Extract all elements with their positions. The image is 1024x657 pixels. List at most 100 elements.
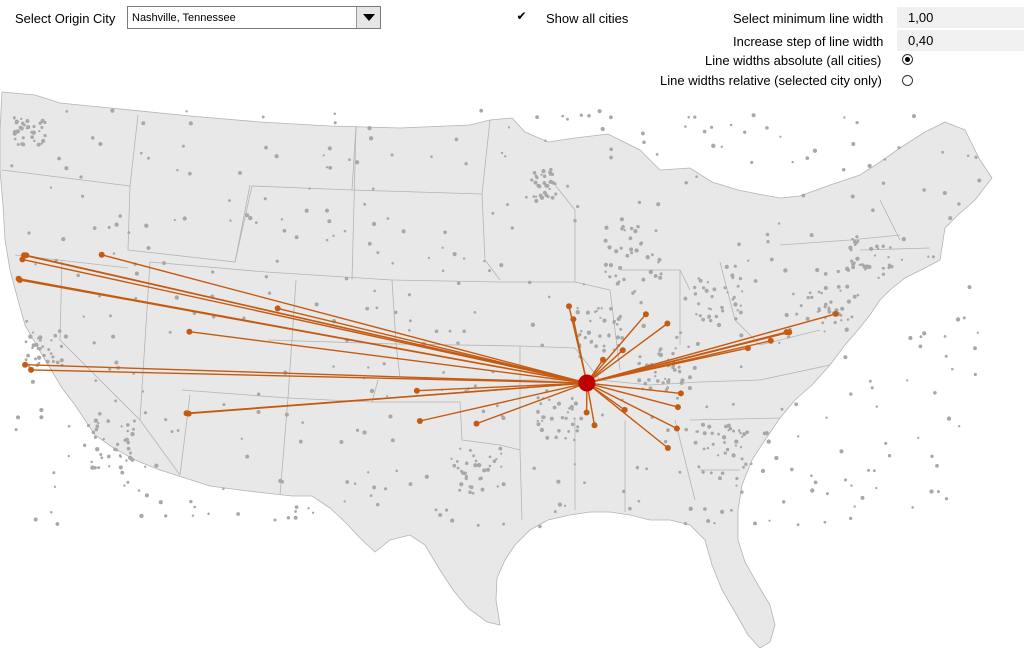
dropdown-button[interactable] bbox=[356, 7, 380, 28]
route-line bbox=[586, 347, 749, 384]
line-widths-relative-label: Line widths relative (selected city only… bbox=[660, 73, 882, 88]
city-dot bbox=[324, 208, 330, 213]
destination-city-marker[interactable] bbox=[185, 410, 192, 417]
min-line-width-input[interactable]: 1,00 bbox=[897, 7, 1024, 28]
line-width-step-input[interactable]: 0,40 bbox=[897, 30, 1024, 51]
city-dot bbox=[556, 401, 562, 406]
destination-city-marker[interactable] bbox=[673, 425, 680, 432]
city-dot bbox=[143, 411, 148, 415]
city-dot bbox=[36, 142, 41, 147]
destination-city-marker[interactable] bbox=[767, 337, 774, 344]
city-dot bbox=[791, 160, 794, 164]
city-dot bbox=[829, 300, 833, 304]
city-dot bbox=[408, 482, 413, 487]
city-dot bbox=[738, 310, 743, 315]
destination-city-marker[interactable] bbox=[28, 366, 35, 373]
city-dot bbox=[367, 241, 372, 246]
city-dot bbox=[723, 286, 727, 290]
city-dot bbox=[813, 480, 818, 485]
destination-city-marker[interactable] bbox=[642, 311, 649, 318]
city-dot bbox=[614, 249, 619, 254]
city-dot bbox=[441, 246, 444, 249]
city-dot bbox=[119, 455, 122, 458]
city-dot bbox=[441, 269, 445, 273]
city-dot bbox=[881, 272, 886, 276]
city-dot bbox=[608, 275, 612, 279]
city-dot bbox=[566, 117, 569, 121]
city-dot bbox=[703, 507, 707, 511]
destination-city-marker[interactable] bbox=[583, 409, 590, 416]
city-dot bbox=[645, 255, 650, 260]
origin-city-select[interactable]: Nashville, Tennessee bbox=[127, 6, 381, 29]
destination-city-marker[interactable] bbox=[832, 310, 839, 317]
destination-city-marker[interactable] bbox=[786, 329, 793, 336]
origin-city-marker[interactable] bbox=[578, 374, 596, 392]
show-all-cities-label: Show all cities bbox=[546, 11, 629, 26]
city-dot bbox=[557, 502, 563, 507]
city-dot bbox=[575, 310, 580, 315]
city-dot bbox=[495, 404, 499, 408]
city-dot bbox=[720, 309, 725, 313]
city-dot bbox=[31, 346, 34, 350]
city-dot bbox=[687, 115, 690, 119]
destination-city-marker[interactable] bbox=[98, 251, 105, 258]
destination-city-marker[interactable] bbox=[19, 256, 26, 263]
line-widths-absolute-radio[interactable] bbox=[902, 54, 913, 65]
city-dot bbox=[164, 418, 168, 422]
destination-city-marker[interactable] bbox=[416, 418, 423, 424]
city-dot bbox=[867, 468, 870, 472]
destination-city-marker[interactable] bbox=[619, 347, 626, 354]
destination-city-marker[interactable] bbox=[591, 422, 598, 429]
city-dot bbox=[16, 143, 20, 146]
destination-city-marker[interactable] bbox=[186, 328, 193, 335]
show-all-cities-checkbox[interactable]: ✔ bbox=[516, 9, 527, 23]
city-dot bbox=[747, 259, 750, 262]
city-dot bbox=[50, 510, 53, 514]
city-dot bbox=[174, 295, 179, 300]
city-dot bbox=[481, 409, 486, 414]
destination-city-marker[interactable] bbox=[674, 404, 681, 411]
city-dot bbox=[739, 333, 744, 338]
city-dot bbox=[825, 492, 829, 496]
city-dot bbox=[695, 175, 698, 179]
city-dot bbox=[92, 341, 96, 345]
city-dot bbox=[473, 311, 477, 314]
line-widths-relative-radio[interactable] bbox=[902, 75, 913, 86]
city-dot bbox=[107, 225, 111, 229]
city-dot bbox=[67, 454, 70, 458]
destination-city-marker[interactable] bbox=[600, 356, 606, 363]
city-dot bbox=[325, 166, 329, 169]
destination-city-marker[interactable] bbox=[664, 445, 671, 451]
city-dot bbox=[30, 379, 35, 384]
us-land bbox=[0, 91, 993, 649]
city-dot bbox=[488, 464, 492, 468]
city-dot bbox=[154, 463, 159, 468]
city-dot bbox=[799, 304, 803, 308]
city-dot bbox=[941, 150, 944, 154]
destination-city-marker[interactable] bbox=[274, 305, 281, 312]
city-dot bbox=[851, 265, 856, 270]
city-dot bbox=[710, 431, 714, 435]
city-dot bbox=[843, 355, 848, 360]
destination-city-marker[interactable] bbox=[16, 277, 23, 283]
city-dot bbox=[901, 237, 906, 242]
destination-city-marker[interactable] bbox=[677, 390, 684, 397]
destination-city-marker[interactable] bbox=[744, 345, 751, 352]
city-dot bbox=[620, 336, 625, 340]
city-dot bbox=[781, 500, 786, 504]
city-dot bbox=[636, 224, 640, 229]
destination-city-marker[interactable] bbox=[664, 320, 671, 327]
destination-city-marker[interactable] bbox=[22, 361, 29, 368]
destination-city-marker[interactable] bbox=[23, 252, 30, 259]
destination-city-marker[interactable] bbox=[621, 406, 628, 413]
city-dot bbox=[844, 327, 849, 332]
destination-city-marker[interactable] bbox=[413, 387, 420, 394]
city-dot bbox=[677, 369, 682, 374]
destination-city-marker[interactable] bbox=[566, 303, 572, 310]
destination-city-marker[interactable] bbox=[473, 420, 480, 427]
city-dot bbox=[637, 200, 642, 205]
city-dot bbox=[474, 459, 478, 463]
destination-city-marker[interactable] bbox=[570, 316, 577, 323]
city-dot bbox=[532, 466, 536, 471]
city-dot bbox=[573, 219, 577, 223]
